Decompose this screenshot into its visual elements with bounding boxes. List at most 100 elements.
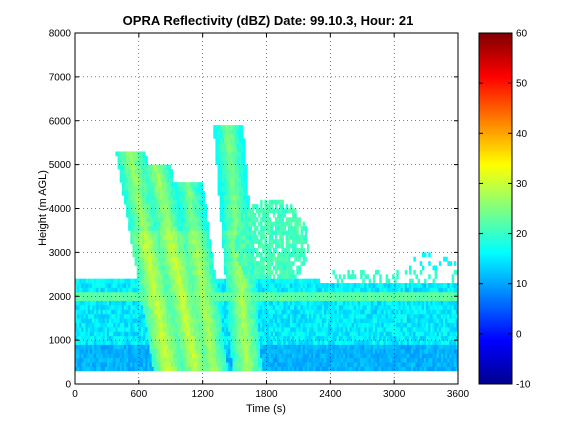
heatmap-cell	[204, 340, 208, 345]
heatmap-cell	[104, 283, 108, 288]
heatmap-cell	[377, 283, 380, 288]
heatmap-cell	[285, 291, 289, 297]
heatmap-cell	[183, 283, 187, 288]
heatmap-cell	[240, 247, 244, 253]
heatmap-cell	[283, 291, 287, 297]
heatmap-cell	[319, 291, 323, 297]
heatmap-cell	[75, 366, 78, 372]
heatmap-cell	[138, 199, 142, 205]
heatmap-cell	[221, 138, 225, 144]
heatmap-cell	[100, 344, 104, 350]
heatmap-cell	[77, 322, 80, 328]
heatmap-cell	[206, 252, 210, 258]
heatmap-cell	[277, 283, 280, 288]
heatmap-cell	[170, 348, 174, 354]
heatmap-cell	[223, 322, 227, 328]
heatmap-cell	[370, 348, 374, 354]
heatmap-cell	[285, 296, 289, 302]
heatmap-cell	[328, 283, 331, 288]
heatmap-cell	[300, 300, 304, 306]
heatmap-cell	[211, 305, 214, 310]
heatmap-cell	[226, 305, 229, 310]
heatmap-cell	[223, 155, 227, 161]
heatmap-cell	[185, 348, 189, 354]
heatmap-cell	[362, 322, 365, 328]
heatmap-cell	[332, 291, 335, 297]
heatmap-cell	[202, 265, 206, 271]
heatmap-cell	[243, 366, 246, 372]
heatmap-cell	[226, 322, 229, 328]
heatmap-cell	[217, 300, 221, 306]
heatmap-cell	[289, 204, 293, 209]
heatmap-cell	[89, 362, 93, 367]
heatmap-cell	[194, 291, 197, 297]
heatmap-cell	[198, 274, 201, 280]
heatmap-cell	[155, 340, 159, 345]
heatmap-cell	[157, 283, 161, 288]
heatmap-cell	[109, 322, 112, 328]
heatmap-cell	[217, 151, 221, 157]
heatmap-cell	[75, 313, 78, 319]
heatmap-cell	[311, 366, 314, 372]
heatmap-cell	[255, 309, 259, 315]
heatmap-cell	[385, 296, 389, 302]
heatmap-cell	[198, 322, 201, 328]
heatmap-cell	[292, 357, 295, 363]
heatmap-cell	[302, 252, 306, 258]
heatmap-cell	[123, 195, 127, 201]
heatmap-cell	[232, 147, 235, 152]
heatmap-cell	[328, 318, 331, 323]
heatmap-cell	[123, 186, 127, 192]
heatmap-cell	[213, 348, 216, 354]
heatmap-cell	[172, 357, 176, 363]
heatmap-cell	[345, 291, 348, 297]
heatmap-cell	[128, 291, 131, 297]
heatmap-cell	[164, 326, 167, 332]
heatmap-cell	[145, 274, 148, 280]
heatmap-cell	[270, 221, 274, 227]
heatmap-cell	[223, 230, 227, 236]
heatmap-cell	[98, 353, 101, 359]
heatmap-cell	[317, 318, 321, 323]
heatmap-cell	[228, 326, 231, 332]
heatmap-cell	[283, 256, 287, 262]
heatmap-cell	[92, 362, 95, 367]
heatmap-cell	[204, 305, 208, 310]
heatmap-cell	[96, 287, 99, 293]
heatmap-cell	[130, 190, 133, 196]
heatmap-cell	[247, 269, 250, 275]
heatmap-cell	[279, 199, 282, 205]
heatmap-cell	[340, 313, 344, 319]
heatmap-cell	[398, 331, 401, 337]
heatmap-cell	[149, 221, 152, 227]
heatmap-cell	[228, 160, 231, 166]
heatmap-cell	[157, 177, 161, 183]
heatmap-cell	[168, 173, 172, 179]
heatmap-cell	[221, 204, 225, 209]
heatmap-cell	[206, 230, 210, 236]
heatmap-cell	[157, 212, 161, 218]
heatmap-cell	[217, 344, 221, 350]
heatmap-cell	[175, 186, 178, 192]
heatmap-cell	[81, 357, 84, 363]
heatmap-cell	[134, 362, 138, 367]
heatmap-cell	[202, 291, 206, 297]
heatmap-cell	[315, 287, 318, 293]
heatmap-cell	[260, 230, 263, 236]
heatmap-cell	[147, 204, 150, 209]
heatmap-cell	[168, 234, 172, 240]
heatmap-cell	[353, 353, 357, 359]
heatmap-cell	[355, 287, 359, 293]
heatmap-cell	[147, 190, 150, 196]
heatmap-cell	[143, 226, 146, 231]
heatmap-cell	[264, 274, 267, 280]
heatmap-cell	[304, 256, 308, 262]
heatmap-cell	[128, 366, 131, 372]
heatmap-cell	[149, 265, 152, 271]
heatmap-cell	[217, 164, 221, 170]
heatmap-cell	[221, 353, 225, 359]
heatmap-cell	[236, 278, 240, 284]
heatmap-cell	[238, 326, 242, 332]
heatmap-cell	[287, 366, 291, 372]
heatmap-cell	[177, 243, 180, 249]
